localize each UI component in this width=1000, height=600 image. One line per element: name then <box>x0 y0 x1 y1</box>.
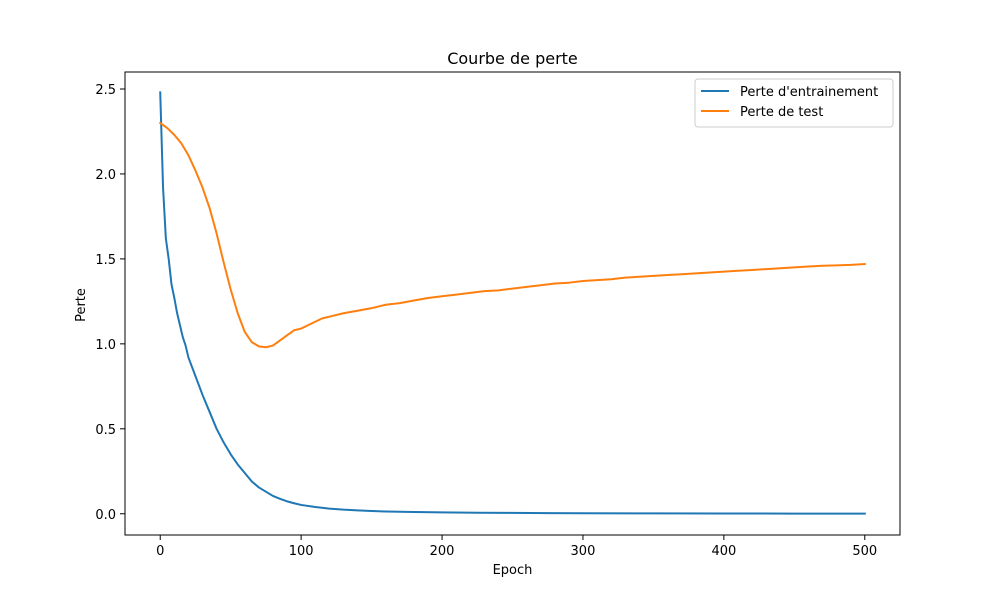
plot-area <box>158 91 866 515</box>
legend-label-2: Perte de test <box>740 105 823 120</box>
axes-frame <box>124 71 901 536</box>
x-tick-label: 400 <box>711 544 736 559</box>
series-line-2 <box>158 121 866 349</box>
x-tick-label: 100 <box>289 544 314 559</box>
legend-label-1: Perte d'entrainement <box>740 85 878 100</box>
x-tick-label: 0 <box>156 544 164 559</box>
y-axis-label: Perte <box>74 288 89 322</box>
chart-title: Courbe de perte <box>447 49 578 68</box>
series-line-1 <box>159 91 866 515</box>
y-tick-label: 0.0 <box>95 508 116 523</box>
axes: 0 100 200 300 400 500 0.0 0.5 1.0 1.5 2.0 2.5 <box>95 71 901 559</box>
x-tick-label: 200 <box>430 544 455 559</box>
y-tick-label: 1.5 <box>95 253 116 268</box>
legend-box <box>694 78 894 128</box>
x-tick-label: 500 <box>852 544 877 559</box>
x-axis-label: Epoch <box>493 563 533 578</box>
legend: Perte d'entrainement Perte de test <box>694 78 894 128</box>
y-tick-label: 2.5 <box>95 83 116 98</box>
y-tick-label: 1.0 <box>95 338 116 353</box>
x-tick-label: 300 <box>571 544 596 559</box>
y-tick-label: 0.5 <box>95 423 116 438</box>
y-tick-label: 2.0 <box>95 168 116 183</box>
